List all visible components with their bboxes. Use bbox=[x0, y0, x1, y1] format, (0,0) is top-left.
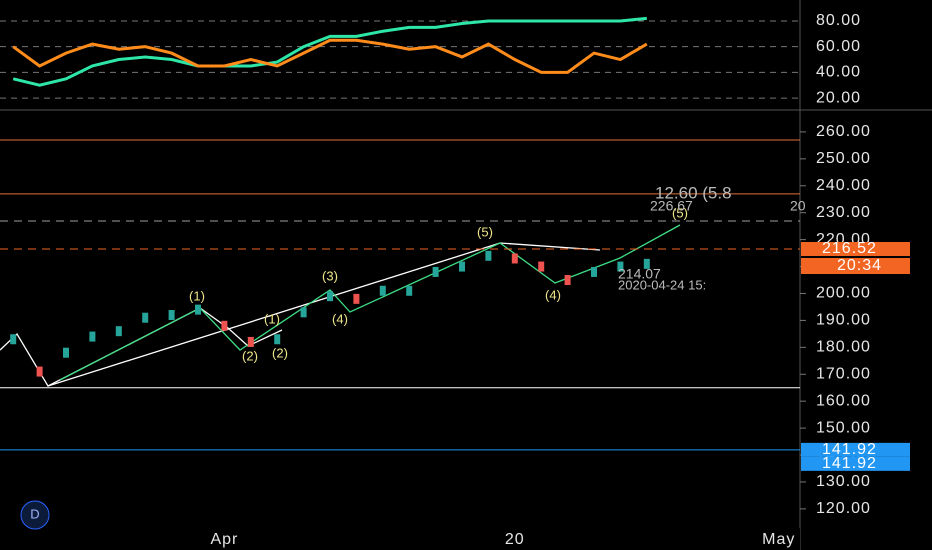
y-tick-label: 250.00 bbox=[816, 150, 871, 167]
y-tick-label: 20.00 bbox=[816, 89, 861, 106]
y-tick-label: 230.00 bbox=[816, 204, 871, 221]
candle bbox=[36, 366, 43, 377]
countdown: 20:34 bbox=[837, 257, 882, 274]
annotation: 12.60 (5.8 bbox=[655, 183, 732, 202]
annotation: (1) bbox=[264, 311, 280, 326]
candle bbox=[379, 285, 386, 296]
price-label-bg bbox=[801, 442, 910, 457]
button[interactable] bbox=[20, 500, 50, 530]
annotation: 214.07 bbox=[618, 266, 661, 282]
y-tick-label: 260.00 bbox=[816, 123, 871, 140]
candle bbox=[247, 336, 254, 347]
candle bbox=[168, 310, 175, 321]
annotation: (5) bbox=[672, 205, 688, 220]
candle bbox=[643, 258, 650, 269]
candle bbox=[353, 293, 360, 304]
y-tick-label: 180.00 bbox=[816, 339, 871, 356]
candle bbox=[406, 285, 413, 296]
wave-line bbox=[59, 224, 681, 381]
countdown-bg bbox=[801, 257, 910, 274]
candle bbox=[538, 261, 545, 272]
annotation: (5) bbox=[477, 224, 493, 239]
y-tick-label: 240.00 bbox=[816, 177, 871, 194]
y-tick-label: 160.00 bbox=[816, 392, 871, 409]
candle bbox=[591, 266, 597, 277]
candle bbox=[432, 266, 439, 277]
wave-line bbox=[47, 242, 601, 387]
price-label: 141.92 bbox=[822, 441, 877, 458]
x-tick-label: May bbox=[762, 531, 795, 548]
annotation: 226.67 bbox=[650, 198, 693, 214]
candle bbox=[300, 307, 307, 318]
x-axis-bg bbox=[0, 528, 800, 550]
price-label: 216.52 bbox=[822, 240, 877, 257]
price-label: 141.92 bbox=[822, 455, 877, 472]
candle bbox=[617, 261, 624, 272]
indicator-line bbox=[12, 38, 648, 74]
candle bbox=[142, 312, 149, 323]
y-tick-label: 60.00 bbox=[816, 38, 861, 55]
y-tick-label: 130.00 bbox=[816, 473, 871, 490]
candle bbox=[221, 320, 228, 331]
annotation: (1) bbox=[189, 288, 205, 303]
candle bbox=[10, 334, 17, 345]
annotation: 20 bbox=[790, 198, 806, 214]
candle bbox=[459, 261, 465, 272]
y-tick-label: 80.00 bbox=[816, 12, 861, 29]
annotation: (4) bbox=[545, 287, 561, 302]
candle bbox=[511, 253, 518, 264]
candle bbox=[485, 250, 492, 261]
x-tick-label: 20 bbox=[505, 531, 525, 548]
y-tick-label: 150.00 bbox=[816, 419, 871, 436]
price-label-bg bbox=[801, 241, 910, 256]
y-tick-label: 170.00 bbox=[816, 365, 871, 382]
annotation: (4) bbox=[332, 311, 348, 326]
candle bbox=[89, 331, 96, 342]
candle bbox=[327, 291, 333, 302]
y-tick-label: 200.00 bbox=[816, 285, 871, 302]
annotation: (3) bbox=[322, 268, 338, 283]
candle bbox=[274, 334, 281, 345]
y-tick-label: 190.00 bbox=[816, 312, 871, 329]
candle bbox=[564, 275, 571, 286]
annotation: 2020-04-24 15: bbox=[618, 277, 706, 292]
candle bbox=[115, 326, 122, 337]
annotation: (2) bbox=[242, 348, 258, 363]
candle bbox=[195, 304, 201, 315]
candle bbox=[63, 347, 69, 358]
y-tick-label: 120.00 bbox=[816, 500, 871, 517]
button-label[interactable]: D bbox=[30, 506, 39, 521]
x-tick-label: Apr bbox=[210, 531, 238, 548]
annotation: (2) bbox=[272, 345, 288, 360]
y-tick-label: 40.00 bbox=[816, 64, 861, 81]
indicator-line bbox=[12, 16, 647, 87]
price-label-bg bbox=[801, 456, 910, 471]
